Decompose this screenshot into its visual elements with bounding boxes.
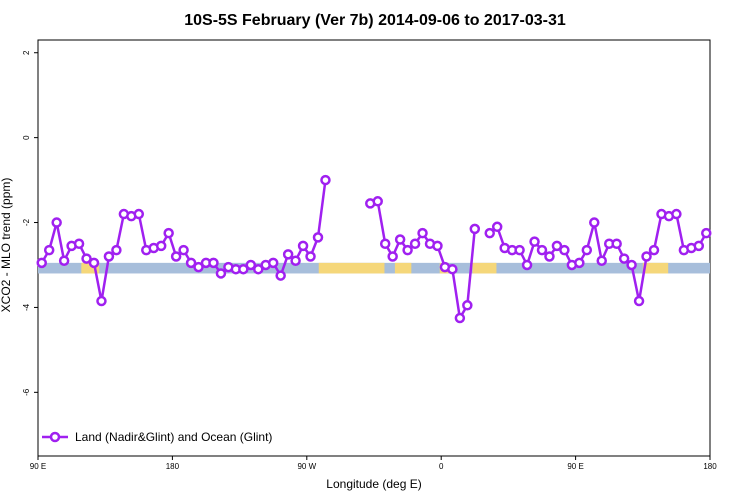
data-point — [245, 259, 257, 271]
data-point — [671, 208, 682, 220]
data-point — [618, 253, 630, 264]
data-point — [454, 312, 466, 324]
data-point — [51, 217, 62, 228]
data-point — [402, 244, 413, 256]
data-point — [133, 208, 145, 220]
data-point — [626, 259, 637, 271]
data-point — [43, 244, 55, 256]
data-point — [58, 255, 70, 266]
data-point — [290, 255, 301, 266]
data-point — [163, 227, 174, 239]
data-point — [387, 251, 398, 262]
data-point — [596, 255, 607, 266]
data-point — [581, 244, 593, 256]
series-line — [40, 179, 327, 303]
data-point — [312, 232, 324, 243]
data-point — [96, 295, 107, 307]
data-point — [521, 259, 533, 271]
data-point — [514, 244, 525, 256]
data-point — [88, 257, 100, 269]
land-segment — [318, 262, 385, 274]
data-point — [529, 236, 540, 247]
y-tick-label: -2 — [22, 218, 31, 226]
data-point — [648, 244, 660, 256]
x-tick-label: 180 — [703, 462, 717, 471]
series-layer — [36, 174, 712, 324]
data-point — [641, 251, 652, 262]
data-point — [282, 249, 294, 260]
data-point — [379, 238, 391, 250]
y-tick-label: -6 — [22, 388, 31, 396]
data-point — [372, 196, 383, 207]
x-tick-label: 180 — [166, 462, 180, 471]
data-point — [633, 295, 645, 307]
y-tick-label: -4 — [22, 303, 31, 311]
legend: Land (Nadir&Glint) and Ocean (Glint) — [42, 430, 272, 444]
x-tick-label: 90 E — [30, 462, 46, 471]
series-line — [369, 200, 477, 320]
data-point — [394, 234, 406, 245]
data-point — [693, 240, 705, 252]
map-strip — [38, 262, 710, 274]
data-point — [544, 251, 555, 262]
data-point — [36, 257, 47, 269]
data-point — [484, 227, 495, 239]
y-axis-ticks: 2 0 -2 -4 -6 — [22, 50, 38, 396]
data-point — [536, 244, 548, 256]
data-point — [185, 257, 197, 269]
y-tick-label: 2 — [22, 50, 31, 55]
legend-marker — [49, 431, 61, 443]
data-point — [469, 223, 481, 235]
x-tick-label: 0 — [439, 462, 444, 471]
data-point — [589, 217, 600, 228]
data-point — [701, 227, 712, 239]
data-point — [551, 240, 563, 252]
data-point — [208, 257, 219, 269]
data-point — [103, 251, 115, 262]
data-point — [305, 251, 316, 262]
data-point — [409, 238, 421, 250]
land-segment — [472, 262, 497, 274]
data-point — [81, 253, 92, 264]
x-tick-label: 90 E — [567, 462, 583, 471]
data-point — [178, 244, 189, 256]
land-segment — [394, 262, 412, 274]
data-point — [491, 221, 503, 233]
y-tick-label: 0 — [22, 135, 31, 140]
y-axis-label: XCO2 - MLO trend (ppm) — [0, 178, 13, 313]
data-point — [215, 268, 227, 279]
data-point — [574, 257, 585, 269]
data-point — [193, 261, 204, 273]
land-segment — [642, 262, 669, 274]
land-segment — [81, 262, 100, 274]
legend-label: Land (Nadir&Glint) and Ocean (Glint) — [75, 430, 272, 444]
data-point — [611, 238, 622, 250]
data-point — [417, 227, 428, 239]
x-axis-label: Longitude (deg E) — [326, 477, 421, 491]
data-point — [432, 240, 443, 252]
data-point — [170, 251, 182, 262]
data-point — [447, 263, 458, 275]
chart-title: 10S-5S February (Ver 7b) 2014-09-06 to 2… — [184, 12, 566, 29]
data-point — [155, 240, 167, 252]
data-point — [267, 257, 279, 269]
x-axis-ticks: 90 E 180 90 W 0 90 E 180 — [30, 456, 717, 471]
plot-frame — [37, 39, 711, 457]
data-point — [238, 263, 249, 275]
data-point — [559, 244, 570, 256]
data-point — [111, 244, 122, 256]
x-tick-label: 90 W — [297, 462, 316, 471]
data-point — [462, 300, 473, 311]
data-point — [253, 263, 264, 275]
data-point — [275, 270, 286, 281]
data-point — [297, 240, 309, 252]
data-point — [320, 174, 331, 186]
data-point — [73, 238, 85, 250]
